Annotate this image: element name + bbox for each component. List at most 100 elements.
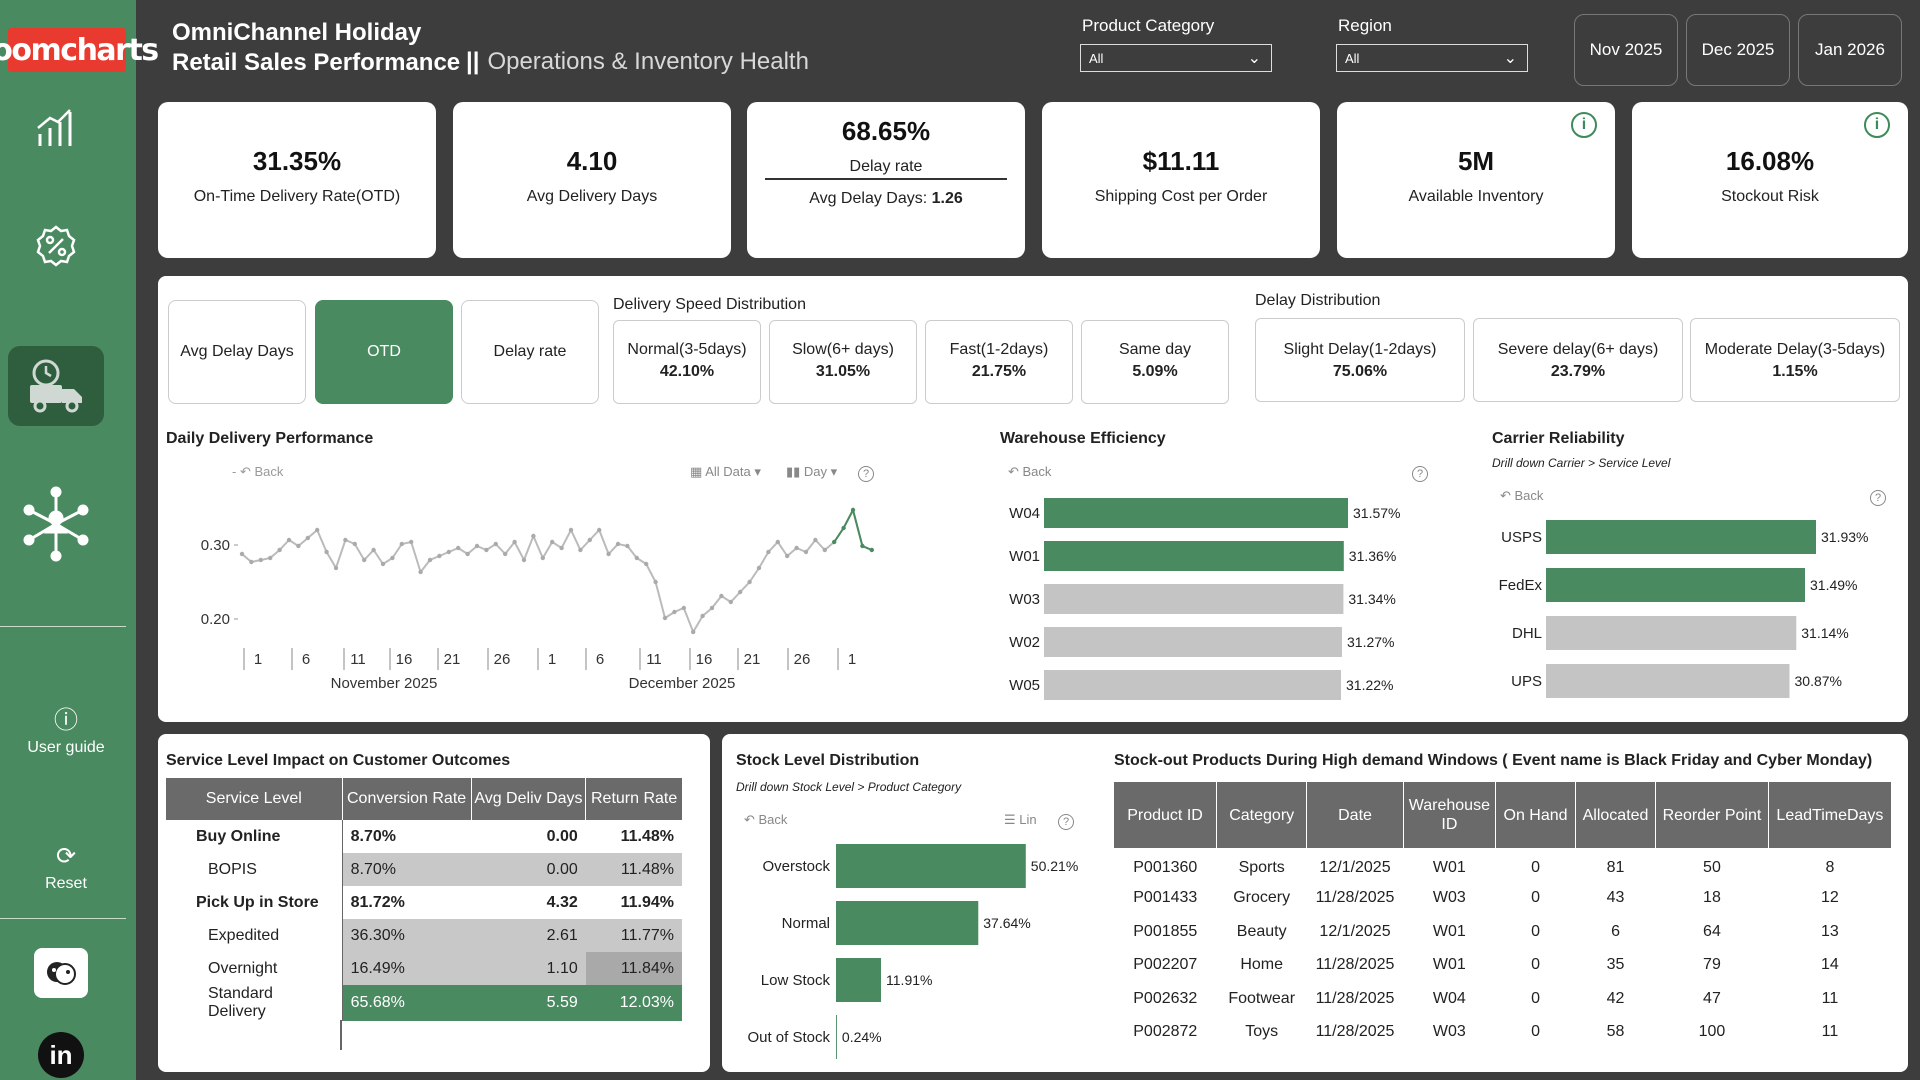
column-header[interactable]: Category xyxy=(1216,782,1308,848)
data-point[interactable] xyxy=(371,547,376,553)
data-point[interactable] xyxy=(662,615,668,621)
data-point[interactable] xyxy=(747,579,752,585)
nav-discount-icon[interactable] xyxy=(8,206,104,286)
data-point[interactable] xyxy=(503,551,508,557)
data-point[interactable] xyxy=(691,629,696,635)
bar[interactable] xyxy=(1044,498,1348,528)
table-row[interactable]: Overnight 16.49% 1.10 11.84% xyxy=(166,952,682,985)
table-row[interactable]: P002632 Footwear 11/28/2025 W04 0 42 47 11 xyxy=(1114,982,1892,1016)
bar[interactable] xyxy=(1044,627,1342,657)
column-header[interactable]: On Hand xyxy=(1495,782,1577,848)
bar[interactable] xyxy=(836,901,979,945)
data-point[interactable] xyxy=(578,547,583,553)
delay-severe-card[interactable]: Severe delay(6+ days) 23.79% xyxy=(1473,318,1683,402)
data-point[interactable] xyxy=(465,551,470,557)
data-point[interactable] xyxy=(681,605,686,611)
data-point[interactable] xyxy=(841,525,846,531)
data-point[interactable] xyxy=(709,605,715,611)
data-point[interactable] xyxy=(531,533,536,539)
toggle-otd[interactable]: OTD xyxy=(315,300,453,404)
data-point[interactable] xyxy=(315,527,320,533)
data-point[interactable] xyxy=(427,557,433,563)
table-row[interactable]: Pick Up in Store 81.72% 4.32 11.94% xyxy=(166,886,682,919)
toggle-avg-delay-days[interactable]: Avg Delay Days xyxy=(168,300,306,404)
data-point[interactable] xyxy=(446,549,451,555)
data-point[interactable] xyxy=(860,543,865,549)
bar[interactable] xyxy=(1546,568,1805,602)
data-point[interactable] xyxy=(869,547,874,553)
data-point[interactable] xyxy=(474,543,480,549)
column-header[interactable]: Avg Deliv Days xyxy=(471,778,587,820)
column-header[interactable]: LeadTimeDays xyxy=(1768,782,1893,848)
nav-sales-icon[interactable] xyxy=(8,88,104,168)
table-row[interactable]: BOPIS 8.70% 0.00 11.48% xyxy=(166,853,682,886)
data-point[interactable] xyxy=(832,539,837,545)
bar[interactable] xyxy=(836,958,882,1002)
data-point[interactable] xyxy=(756,565,762,571)
data-point[interactable] xyxy=(738,589,743,595)
date-nov-2025-button[interactable]: Nov 2025 xyxy=(1574,14,1678,86)
data-point[interactable] xyxy=(352,541,357,547)
data-point[interactable] xyxy=(625,543,630,549)
data-point[interactable] xyxy=(822,547,827,553)
data-point[interactable] xyxy=(258,557,263,563)
column-header[interactable]: Date xyxy=(1306,782,1404,848)
bar[interactable] xyxy=(1044,584,1344,614)
delay-slight-card[interactable]: Slight Delay(1-2days) 75.06% xyxy=(1255,318,1465,402)
data-point[interactable] xyxy=(850,507,856,513)
data-point[interactable] xyxy=(813,537,818,543)
data-point[interactable] xyxy=(512,539,517,545)
nav-delivery-icon[interactable] xyxy=(8,346,104,426)
data-point[interactable] xyxy=(540,555,545,561)
column-header[interactable]: Reorder Point xyxy=(1655,782,1769,848)
table-row[interactable]: P001855 Beauty 12/1/2025 W01 0 6 64 13 xyxy=(1114,915,1892,949)
bar[interactable] xyxy=(1044,670,1341,700)
nav-network-icon[interactable] xyxy=(8,482,104,566)
table-row[interactable]: P002872 Toys 11/28/2025 W03 0 58 100 11 xyxy=(1114,1016,1892,1050)
data-point[interactable] xyxy=(634,555,639,561)
column-header[interactable]: Conversion Rate xyxy=(342,778,472,820)
data-point[interactable] xyxy=(409,539,414,545)
linkedin-icon[interactable]: in xyxy=(38,1032,84,1078)
data-point[interactable] xyxy=(286,537,292,543)
column-header[interactable]: Product ID xyxy=(1114,782,1218,848)
data-point[interactable] xyxy=(672,609,677,615)
info-icon[interactable]: i xyxy=(1864,112,1890,138)
data-point[interactable] xyxy=(399,541,404,547)
table-row[interactable]: Standard Delivery 65.68% 5.59 12.03% xyxy=(166,985,682,1021)
stock-back-button[interactable]: ↶ Back xyxy=(744,812,788,827)
data-point[interactable] xyxy=(277,547,282,553)
speed-slow-card[interactable]: Slow(6+ days) 31.05% xyxy=(769,320,917,404)
data-point[interactable] xyxy=(380,561,386,567)
carrier-back-button[interactable]: ↶ Back xyxy=(1500,488,1544,503)
speed-normal-card[interactable]: Normal(3-5days) 42.10% xyxy=(613,320,761,404)
data-point[interactable] xyxy=(615,541,621,547)
data-point[interactable] xyxy=(418,569,423,575)
data-point[interactable] xyxy=(456,545,461,551)
date-jan-2026-button[interactable]: Jan 2026 xyxy=(1798,14,1902,86)
table-row[interactable]: P002207 Home 11/28/2025 W01 0 35 79 14 xyxy=(1114,949,1892,983)
data-point[interactable] xyxy=(700,613,705,619)
speed-fast-card[interactable]: Fast(1-2days) 21.75% xyxy=(925,320,1073,404)
data-point[interactable] xyxy=(296,543,301,549)
daily-back-button[interactable]: - ↶ Back xyxy=(232,464,284,479)
bar[interactable] xyxy=(1044,541,1344,571)
data-point[interactable] xyxy=(550,539,555,545)
table-row[interactable]: Buy Online 8.70% 0.00 11.48% xyxy=(166,820,682,853)
data-point[interactable] xyxy=(437,553,442,559)
table-row[interactable]: P001360 Sports 12/1/2025 W01 0 81 50 8 xyxy=(1114,848,1892,882)
delay-moderate-card[interactable]: Moderate Delay(3-5days) 1.15% xyxy=(1690,318,1900,402)
user-guide-button[interactable]: ⓘ User guide xyxy=(0,700,132,757)
data-point[interactable] xyxy=(390,555,395,561)
data-point[interactable] xyxy=(568,527,574,533)
help-icon[interactable]: ? xyxy=(1870,490,1886,506)
data-point[interactable] xyxy=(343,537,348,543)
column-header[interactable]: Allocated xyxy=(1575,782,1657,848)
column-header[interactable]: Return Rate xyxy=(585,778,682,820)
data-point[interactable] xyxy=(305,535,310,541)
data-point[interactable] xyxy=(249,559,254,565)
date-dec-2025-button[interactable]: Dec 2025 xyxy=(1686,14,1790,86)
bar[interactable] xyxy=(1546,616,1797,650)
warehouse-back-button[interactable]: ↶ Back xyxy=(1008,464,1052,479)
data-point[interactable] xyxy=(597,527,602,533)
